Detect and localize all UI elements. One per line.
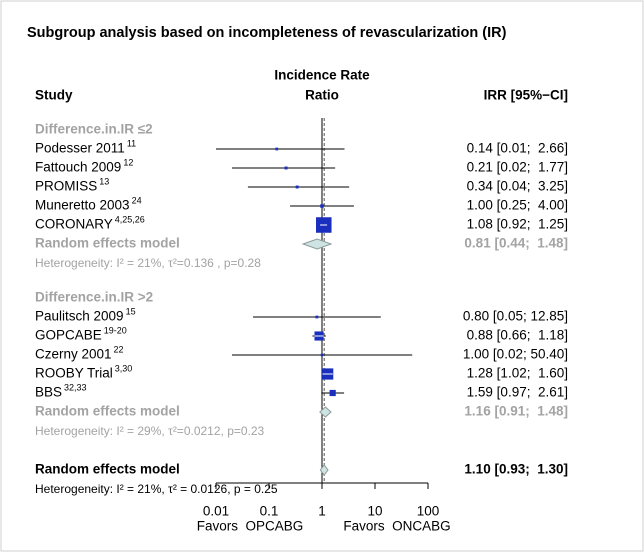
ci-label: 0.21 [0.02; 1.77] (467, 160, 568, 175)
study-ref: 19-20 (104, 325, 127, 335)
study-ref: 11 (127, 138, 136, 148)
ci-label: 1.08 [0.92; 1.25] (467, 217, 568, 232)
effect-box (329, 389, 336, 397)
x-tick-label: 10 (367, 504, 382, 519)
x-tick-label: 100 (417, 504, 440, 519)
summary-label: 1.10 [0.93; 1.30] (464, 462, 568, 477)
x-tick-label: 1 (318, 504, 326, 519)
ci-label: 1.59 [0.97; 2.61] (467, 385, 568, 400)
group-label: Difference.in.IR >2 (35, 290, 153, 305)
effect-box (284, 166, 288, 170)
heterogeneity: Heterogeneity: I² = 29%, τ²=0.0212, p=0.… (35, 424, 265, 438)
favors-left: Favors OPCABG (197, 519, 304, 534)
axis-title: Incidence Rate (274, 68, 370, 83)
study-ref: 32,33 (64, 382, 87, 392)
ci-label: 0.88 [0.66; 1.18] (467, 328, 568, 343)
study-ref: 4,25,26 (115, 214, 145, 224)
study-name: PROMISS (35, 179, 97, 194)
study-name: BBS (35, 385, 62, 400)
summary-label: 1.16 [0.91; 1.48] (464, 404, 568, 419)
summary-name: Random effects model (35, 462, 180, 477)
ci-label: 1.00 [0.25; 4.00] (467, 198, 568, 213)
effect-box (295, 185, 299, 189)
summary-diamond (301, 238, 333, 250)
axis-title: Ratio (305, 88, 339, 103)
effect-box (275, 147, 279, 151)
ci-header: IRR [95%−CI] (484, 88, 568, 103)
study-ref: 22 (114, 344, 124, 354)
group-label: Difference.in.IR ≤2 (35, 122, 153, 137)
heterogeneity: Heterogeneity: I² = 21%, τ²=0.136 , p=0.… (35, 256, 261, 270)
study-ref: 12 (123, 157, 133, 167)
study-name: Podesser 2011 (35, 141, 125, 156)
study-header: Study (35, 88, 73, 103)
summary-diamond (319, 464, 329, 476)
effect-box (320, 204, 324, 208)
chart-title: Subgroup analysis based on incompletenes… (27, 25, 507, 41)
summary-name: Random effects model (35, 236, 180, 251)
summary-diamond (319, 406, 332, 418)
effect-box (320, 353, 324, 357)
heterogeneity: Heterogeneity: I² = 21%, τ² = 0.0126, p … (35, 482, 278, 496)
study-name: Czerny 2001 (35, 347, 112, 362)
favors-right: Favors ONCABG (343, 519, 450, 534)
study-ref: 24 (132, 195, 142, 205)
ci-label: 0.14 [0.01; 2.66] (467, 141, 568, 156)
study-name: Muneretto 2003 (35, 198, 130, 213)
effect-box (315, 315, 319, 319)
ci-label: 1.00 [0.02; 50.40] (463, 347, 568, 362)
study-name: CORONARY (35, 217, 113, 232)
ci-label: 1.28 [1.02; 1.60] (467, 366, 568, 381)
study-name: GOPCABE (35, 328, 102, 343)
ci-label: 0.34 [0.04; 3.25] (467, 179, 568, 194)
summary-label: 0.81 [0.44; 1.48] (464, 236, 568, 251)
study-ref: 13 (99, 176, 109, 186)
x-tick-label: 0.01 (203, 504, 229, 519)
x-tick-label: 0.1 (260, 504, 279, 519)
summary-name: Random effects model (35, 404, 180, 419)
study-name: ROOBY Trial (35, 366, 113, 381)
study-name: Fattouch 2009 (35, 160, 121, 175)
study-ref: 3,30 (115, 363, 133, 373)
ci-label: 0.80 [0.05; 12.85] (463, 309, 568, 324)
study-ref: 15 (126, 306, 136, 316)
study-name: Paulitsch 2009 (35, 309, 124, 324)
